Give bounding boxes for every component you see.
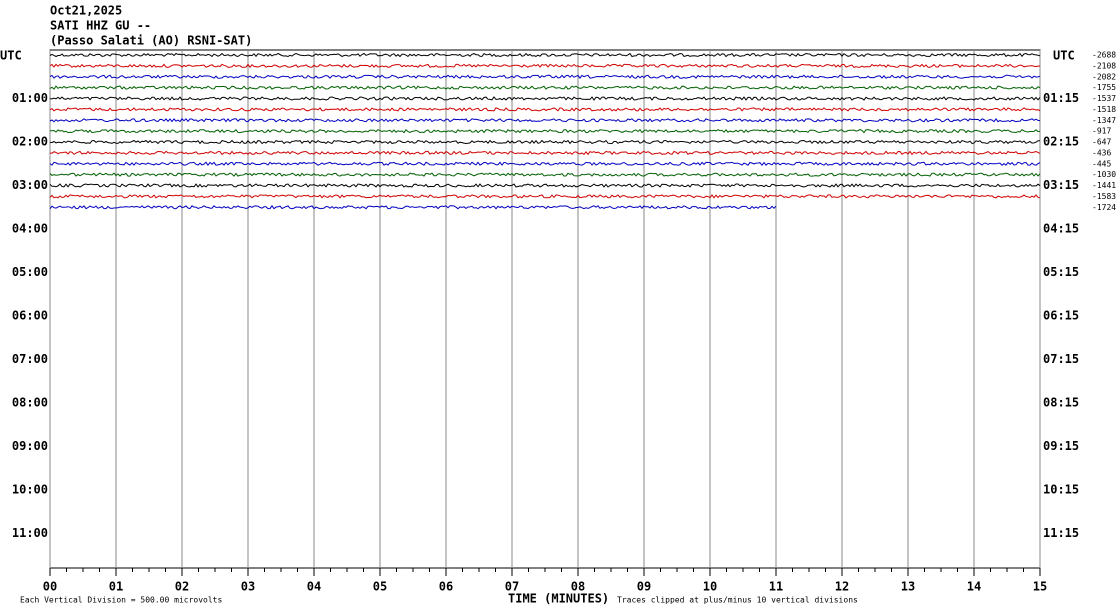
- hour-label: 02:15: [1043, 135, 1079, 149]
- x-tick-label: 13: [901, 580, 915, 594]
- offset-label: -2688: [1092, 51, 1116, 60]
- x-tick-label: 05: [373, 580, 387, 594]
- hour-label: 04:00: [12, 222, 48, 236]
- hour-label: 10:15: [1043, 483, 1079, 497]
- hour-label: 11:15: [1043, 526, 1079, 540]
- trace: [49, 204, 777, 210]
- x-tick-label: 07: [505, 580, 519, 594]
- hour-label: 10:00: [12, 483, 48, 497]
- trace: [49, 118, 1041, 123]
- hour-label: 03:15: [1043, 178, 1079, 192]
- x-tick-label: 06: [439, 580, 453, 594]
- trace: [50, 128, 1041, 134]
- offset-label: -2108: [1092, 61, 1116, 70]
- hour-label: 09:15: [1043, 439, 1079, 453]
- trace: [49, 139, 1041, 145]
- x-tick-label: 08: [571, 580, 585, 594]
- scale-note: Each Vertical Division = 500.00 microvol…: [20, 596, 222, 605]
- utc-label: UTC: [1053, 49, 1075, 63]
- offset-label: -445: [1092, 159, 1111, 168]
- trace: [49, 52, 1041, 58]
- hour-label: 06:15: [1043, 309, 1079, 323]
- x-tick-label: 11: [769, 580, 783, 594]
- hour-label: 11:00: [12, 526, 48, 540]
- trace: [49, 161, 1041, 167]
- hour-label: 01:00: [12, 91, 48, 105]
- hour-label: 03:00: [12, 178, 48, 192]
- hour-label: 01:15: [1043, 91, 1079, 105]
- hour-label: 07:15: [1043, 352, 1079, 366]
- x-tick-label: 03: [241, 580, 255, 594]
- header-line: (Passo Salati (AO) RSNI-SAT): [50, 34, 252, 48]
- trace: [49, 150, 1041, 156]
- hour-label: 06:00: [12, 309, 48, 323]
- offset-label: -1724: [1092, 203, 1116, 212]
- trace: [49, 172, 1041, 177]
- header-line: SATI HHZ GU --: [50, 19, 151, 33]
- trace: [49, 194, 1041, 199]
- x-tick-label: 14: [967, 580, 981, 594]
- offset-label: -1537: [1092, 94, 1116, 103]
- offset-label: -2082: [1092, 72, 1116, 81]
- hour-label: 04:15: [1043, 222, 1079, 236]
- hour-label: 07:00: [12, 352, 48, 366]
- utc-label: UTC: [0, 49, 22, 63]
- x-tick-label: 02: [175, 580, 189, 594]
- x-tick-label: 15: [1033, 580, 1047, 594]
- offset-label: -1030: [1092, 170, 1116, 179]
- hour-label: 09:00: [12, 439, 48, 453]
- trace: [49, 85, 1041, 90]
- hour-label: 05:00: [12, 265, 48, 279]
- header-line: Oct21,2025: [50, 4, 122, 18]
- trace: [49, 107, 1041, 112]
- plot-frame: [49, 49, 1041, 569]
- trace: [49, 96, 1041, 101]
- offset-label: -436: [1092, 148, 1111, 157]
- x-tick-label: 12: [835, 580, 849, 594]
- x-tick-label: 00: [43, 580, 57, 594]
- trace: [49, 63, 1041, 69]
- offset-label: -1347: [1092, 116, 1116, 125]
- offset-label: -647: [1092, 138, 1111, 147]
- offset-label: -917: [1092, 127, 1111, 136]
- x-tick-label: 01: [109, 580, 123, 594]
- trace: [49, 183, 1041, 188]
- x-tick-label: 10: [703, 580, 717, 594]
- hour-label: 08:00: [12, 396, 48, 410]
- x-tick-label: 04: [307, 580, 321, 594]
- x-tick-label: 09: [637, 580, 651, 594]
- x-axis-label: TIME (MINUTES): [508, 592, 609, 606]
- clip-note: Traces clipped at plus/minus 10 vertical…: [617, 596, 858, 605]
- offset-label: -1583: [1092, 192, 1116, 201]
- offset-label: -1518: [1092, 105, 1116, 114]
- hour-label: 05:15: [1043, 265, 1079, 279]
- hour-label: 02:00: [12, 135, 48, 149]
- offset-label: -1441: [1092, 181, 1116, 190]
- trace: [49, 74, 1041, 79]
- hour-label: 08:15: [1043, 396, 1079, 410]
- offset-label: -1755: [1092, 83, 1116, 92]
